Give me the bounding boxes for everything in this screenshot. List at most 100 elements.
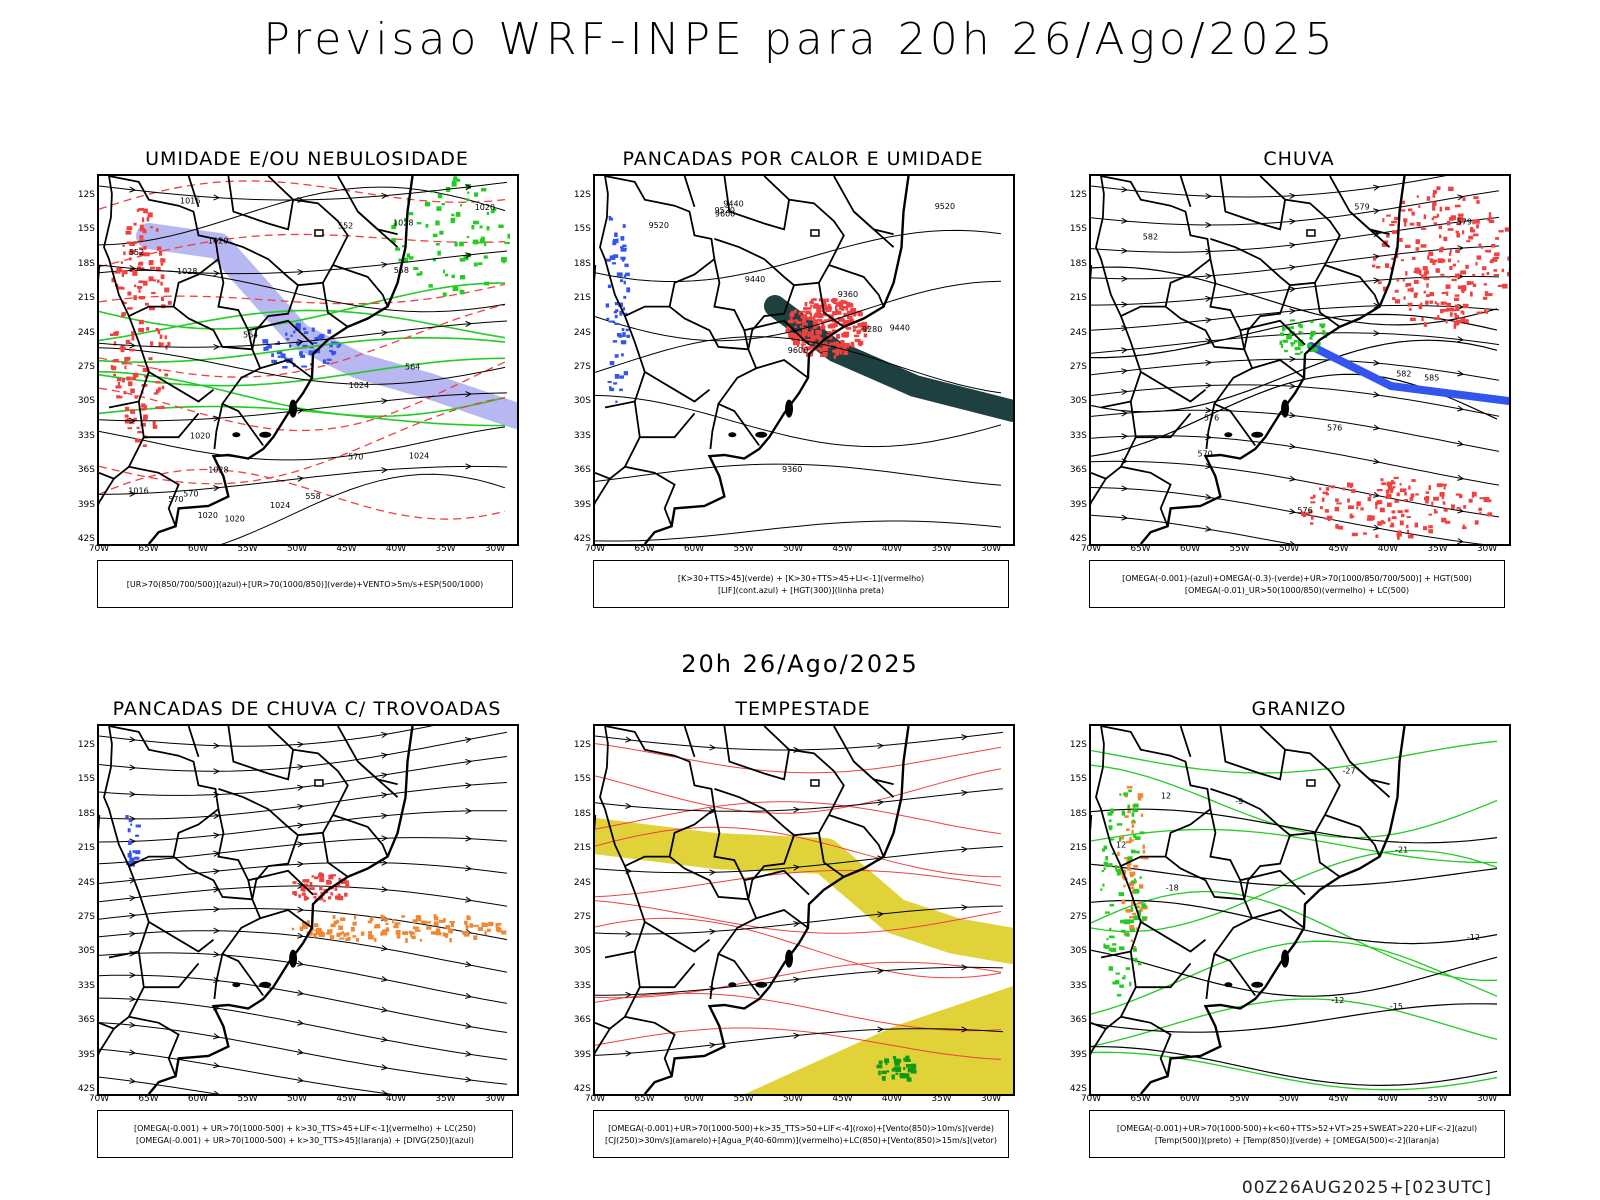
- lat-tick-label: 30S: [77, 946, 95, 957]
- contour-label: -12: [1331, 996, 1344, 1005]
- lon-tick-label: 55W: [1229, 544, 1250, 554]
- lon-tick-label: 70W: [88, 1094, 110, 1104]
- lon-tick-label: 40W: [385, 544, 407, 554]
- lat-tick-label: 24S: [1069, 327, 1087, 338]
- lon-tick-label: 60W: [1179, 1094, 1201, 1104]
- longitude-axis: 70W 65W 60W 55W 50W 45W 40W 35W 30W: [89, 1094, 519, 1106]
- lon-tick-label: 60W: [187, 544, 209, 554]
- contour-label: 576: [1297, 506, 1312, 515]
- lat-tick-label: 21S: [77, 843, 95, 854]
- contour-lines: [1091, 740, 1498, 1091]
- lon-tick-label: 60W: [683, 544, 705, 554]
- legend-box: [UR>70(850/700/500)](azul)+[UR>70(1000/8…: [97, 560, 513, 608]
- panel-granizo: GRANIZO -9 -12 -12 -15 -21 -18 -27 12 12 12S 15S 1…: [1070, 698, 1511, 1158]
- map-canvas: 582 585 576 576 579 582 579 576 570: [1089, 174, 1511, 546]
- contour-label: -12: [1467, 933, 1480, 942]
- precip-red: [109, 208, 172, 448]
- map-svg: -9 -12 -12 -15 -21 -18 -27 12 12: [1091, 726, 1498, 1094]
- page-title: Previsao WRF-INPE para 20h 26/Ago/2025: [263, 14, 1337, 65]
- geographic-outlines: [99, 726, 414, 1094]
- lat-tick-label: 39S: [1069, 499, 1087, 510]
- contour-label: 552: [338, 222, 353, 231]
- lat-tick-label: 15S: [1069, 224, 1087, 235]
- panel-chuva: CHUVA 582 585 576 576 579 582 579 576 570 12S 15S…: [1070, 148, 1511, 608]
- lat-tick-label: 30S: [77, 396, 95, 407]
- legend-box: [OMEGA(-0.001)+UR>70(1000-500)+k>35_TTS>…: [593, 1110, 1009, 1158]
- latitude-axis: 12S 15S 18S 21S 24S 27S 30S 33S 36S 39S 42S: [1051, 724, 1087, 1096]
- panel-title: PANCADAS DE CHUVA C/ TROVOADAS: [112, 698, 502, 720]
- lat-tick-label: 30S: [573, 946, 591, 957]
- contour-label: 9600: [788, 346, 808, 355]
- lon-tick-label: 40W: [1377, 544, 1399, 554]
- map-svg: 1016102010201024102810241020102810165705…: [99, 176, 517, 544]
- rain-blue: [1307, 342, 1509, 405]
- lat-tick-label: 18S: [77, 258, 95, 269]
- lat-tick-label: 21S: [77, 293, 95, 304]
- lon-tick-label: 40W: [881, 544, 903, 554]
- lon-tick-label: 40W: [1377, 1094, 1399, 1104]
- lon-tick-label: 50W: [286, 544, 308, 554]
- lon-tick-label: 70W: [1080, 544, 1102, 554]
- latitude-axis: 12S 15S 18S 21S 24S 27S 30S 33S 36S 39S 42S: [59, 724, 95, 1096]
- forecast-date-label: 20h 26/Ago/2025: [681, 650, 919, 678]
- lat-tick-label: 27S: [77, 912, 95, 922]
- lat-tick-label: 33S: [573, 980, 591, 991]
- contour-label: 9440: [745, 275, 765, 284]
- lat-tick-label: 24S: [77, 877, 95, 888]
- lon-tick-label: 60W: [1179, 544, 1201, 554]
- legend-text: [CJ(250)>30m/s](amarelo)+[Agua_P(40-60mm…: [605, 1135, 997, 1145]
- lat-tick-label: 18S: [1069, 258, 1087, 269]
- legend-text: [OMEGA(-0.001)+UR>70(1000-500)+k<60+TTS>…: [1116, 1123, 1478, 1133]
- contour-label: 9440: [723, 199, 743, 208]
- lat-tick-label: 33S: [77, 980, 95, 991]
- lon-tick-label: 55W: [237, 1094, 258, 1104]
- contour-label: 564: [243, 331, 258, 340]
- lat-tick-label: 15S: [1069, 774, 1087, 785]
- contour-label: 564: [405, 362, 420, 371]
- map-svg: [595, 726, 1013, 1094]
- contour-label: 1024: [270, 501, 290, 510]
- wind-green: [876, 1055, 917, 1082]
- lat-tick-label: 30S: [1069, 946, 1087, 957]
- lat-tick-label: 33S: [77, 430, 95, 441]
- panel-pancadas-calor: PANCADAS POR CALOR E UMIDADE 9600 9520 944…: [574, 148, 1015, 608]
- longitude-axis: 70W 65W 60W 55W 50W 45W 40W 35W 30W: [585, 544, 1015, 556]
- contour-label: 9520: [649, 221, 669, 230]
- contour-lines: [595, 229, 1002, 542]
- streamlines: [99, 726, 508, 1094]
- legend-text: [Temp(500)](preto) + [Temp(850)](verde) …: [1154, 1135, 1440, 1145]
- contour-label: 582: [1396, 370, 1411, 379]
- panel-title: UMIDADE E/OU NEBULOSIDADE: [145, 148, 469, 170]
- contour-label: 1024: [409, 451, 429, 460]
- legend-box: [OMEGA(-0.001)+UR>70(1000-500)+k<60+TTS>…: [1089, 1110, 1505, 1158]
- panel-title: PANCADAS POR CALOR E UMIDADE: [622, 148, 984, 170]
- lat-tick-label: 12S: [1069, 190, 1087, 200]
- contour-label: 570: [1198, 449, 1213, 458]
- lon-tick-label: 70W: [1080, 1094, 1102, 1104]
- lon-tick-label: 30W: [484, 1094, 506, 1104]
- contour-label: 1020: [190, 431, 210, 440]
- contour-label: 9360: [838, 290, 858, 299]
- lat-tick-label: 42S: [1069, 534, 1087, 544]
- panel-pancadas-trovoadas: PANCADAS DE CHUVA C/ TROVOADAS 12S 15S 18S…: [78, 698, 519, 1158]
- lon-tick-label: 35W: [435, 1094, 456, 1104]
- contour-label: 570: [168, 495, 183, 504]
- lat-tick-label: 24S: [1069, 877, 1087, 888]
- lat-tick-label: 21S: [573, 293, 591, 304]
- contour-label: 1024: [349, 381, 369, 390]
- lat-tick-label: 12S: [1069, 740, 1087, 750]
- latitude-axis: 12S 15S 18S 21S 24S 27S 30S 33S 36S 39S 42S: [555, 174, 591, 546]
- contour-label: 582: [1143, 233, 1158, 242]
- lat-tick-label: 21S: [1069, 293, 1087, 304]
- legend-text: [OMEGA(-0.001)+UR>70(1000-500)+k>35_TTS>…: [608, 1123, 994, 1133]
- contour-label: 579: [1457, 218, 1472, 227]
- lat-tick-label: 27S: [1069, 912, 1087, 922]
- lon-tick-label: 60W: [187, 1094, 209, 1104]
- geographic-outlines: [595, 726, 910, 1094]
- map-canvas: [593, 724, 1015, 1096]
- lon-tick-label: 55W: [733, 1094, 754, 1104]
- contour-label: 1016: [180, 196, 200, 205]
- lat-tick-label: 33S: [1069, 980, 1087, 991]
- lon-tick-label: 55W: [237, 544, 258, 554]
- longitude-axis: 70W 65W 60W 55W 50W 45W 40W 35W 30W: [585, 1094, 1015, 1106]
